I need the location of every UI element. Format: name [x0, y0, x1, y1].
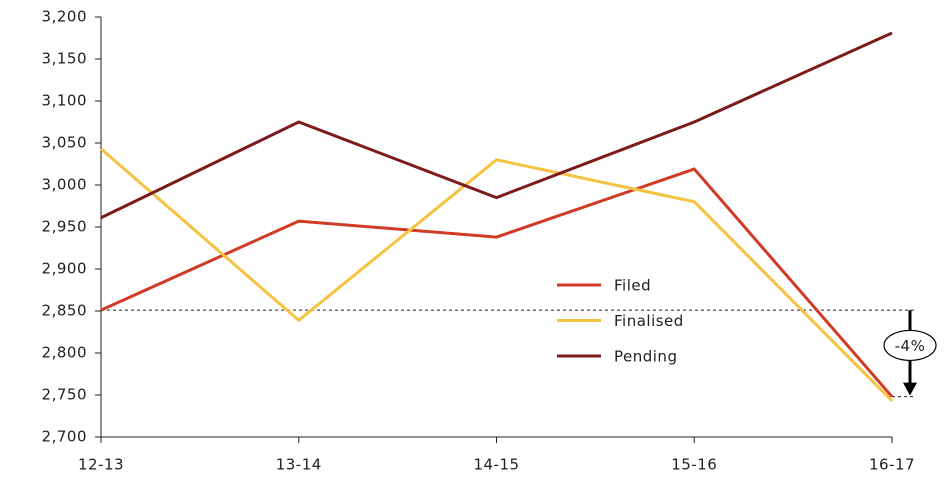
series-line: [100, 31, 893, 220]
annotation-bubble: [883, 329, 937, 362]
y-tick-label: 2,800: [42, 344, 87, 362]
legend-label: Filed: [614, 277, 651, 295]
y-tick-label: 2,700: [42, 428, 87, 446]
x-tick-label: 13-14: [276, 456, 322, 474]
y-tick-label: 3,200: [42, 8, 87, 26]
legend-label: Finalised: [614, 312, 684, 330]
arrow-head: [903, 382, 917, 396]
y-tick-label: 3,100: [42, 92, 87, 110]
series-line: [100, 147, 894, 402]
legend-label: Pending: [614, 348, 677, 366]
y-tick-label: 2,850: [42, 302, 87, 320]
x-tick-label: 12-13: [78, 456, 124, 474]
y-tick-label: 2,750: [42, 386, 87, 404]
y-tick-label: 2,900: [42, 260, 87, 278]
annotation: -4%: [895, 337, 926, 355]
y-tick-label: 3,050: [42, 134, 87, 152]
x-tick-label: 16-17: [869, 456, 915, 474]
y-tick-label: 2,950: [42, 218, 87, 236]
x-tick-label: 14-15: [473, 456, 519, 474]
x-tick-label: 15-16: [671, 456, 717, 474]
y-tick-label: 3,150: [42, 50, 87, 68]
y-tick-label: 3,000: [42, 176, 87, 194]
series-line: [100, 167, 894, 398]
